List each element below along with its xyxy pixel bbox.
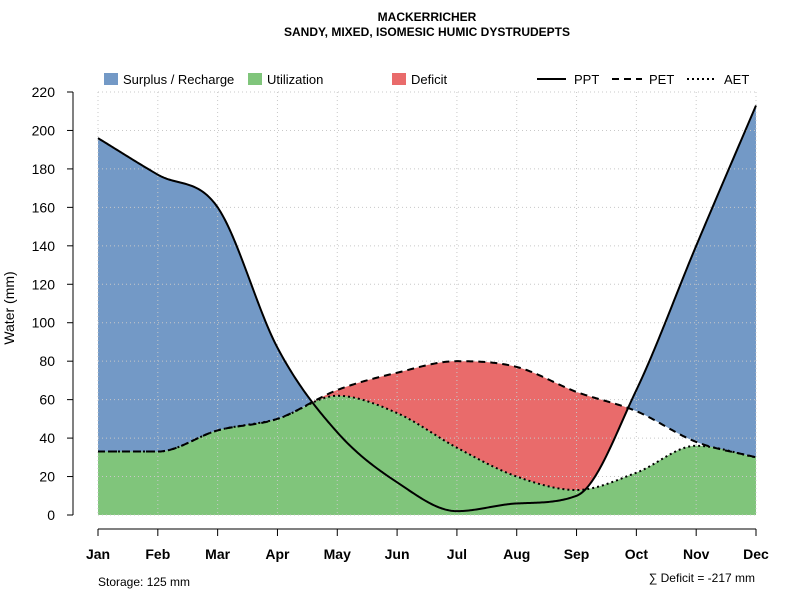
area-layer bbox=[98, 105, 756, 515]
area-utilization bbox=[98, 395, 756, 515]
y-tick-label: 100 bbox=[32, 315, 56, 331]
y-tick-label: 40 bbox=[39, 430, 55, 446]
x-tick-label: Feb bbox=[145, 546, 170, 562]
chart-title: MACKERRICHER bbox=[378, 10, 477, 24]
legend-label-deficit: Deficit bbox=[411, 72, 448, 87]
y-tick-label: 20 bbox=[39, 469, 55, 485]
y-tick-label: 180 bbox=[32, 161, 56, 177]
x-tick-label: Apr bbox=[265, 546, 290, 562]
x-tick-label: Mar bbox=[205, 546, 230, 562]
legend-swatch-utilization bbox=[248, 73, 262, 85]
legend-label-utilization: Utilization bbox=[267, 72, 323, 87]
x-tick-label: May bbox=[324, 546, 351, 562]
legend-swatch-deficit bbox=[392, 73, 406, 85]
series-line-ppt bbox=[97, 105, 757, 513]
y-tick-label: 200 bbox=[32, 122, 56, 138]
y-tick-label: 60 bbox=[39, 392, 55, 408]
x-tick-label: Jul bbox=[447, 546, 467, 562]
legend-swatch-surplus bbox=[104, 73, 118, 85]
area-deficit bbox=[98, 361, 756, 490]
grid-layer bbox=[97, 91, 757, 516]
legend-label-pet: PET bbox=[649, 72, 674, 87]
y-tick-label: 140 bbox=[32, 238, 56, 254]
chart-subtitle: SANDY, MIXED, ISOMESIC HUMIC DYSTRUDEPTS bbox=[284, 25, 570, 39]
y-tick-label: 80 bbox=[39, 353, 55, 369]
y-tick-label: 220 bbox=[32, 84, 56, 100]
area-surplus-recharge bbox=[98, 105, 756, 458]
series-line-pet bbox=[98, 360, 757, 459]
x-tick-label: Aug bbox=[503, 546, 530, 562]
deficit-note: ∑ Deficit = -217 mm bbox=[649, 571, 755, 585]
legend-label-ppt: PPT bbox=[574, 72, 599, 87]
x-tick-label: Oct bbox=[625, 546, 649, 562]
x-tick-label: Dec bbox=[743, 546, 769, 562]
series-line-aet bbox=[98, 394, 757, 492]
y-tick-label: 0 bbox=[47, 507, 55, 523]
x-tick-label: Sep bbox=[564, 546, 590, 562]
axes-layer: 0 20 40 60 80 100 120 140 160 180 200 220 Jan Feb Mar A… bbox=[32, 84, 769, 562]
legend-label-aet: AET bbox=[724, 72, 749, 87]
x-tick-label: Nov bbox=[683, 546, 710, 562]
x-tick-label: Jun bbox=[385, 546, 410, 562]
y-axis-label: Water (mm) bbox=[1, 271, 17, 344]
storage-note: Storage: 125 mm bbox=[98, 575, 190, 589]
x-tick-label: Jan bbox=[86, 546, 110, 562]
legend-label-surplus: Surplus / Recharge bbox=[123, 72, 234, 87]
y-tick-label: 120 bbox=[32, 276, 56, 292]
legend: Surplus / Recharge Utilization Deficit P… bbox=[104, 72, 749, 87]
y-tick-label: 160 bbox=[32, 199, 56, 215]
series-layer bbox=[97, 105, 757, 513]
